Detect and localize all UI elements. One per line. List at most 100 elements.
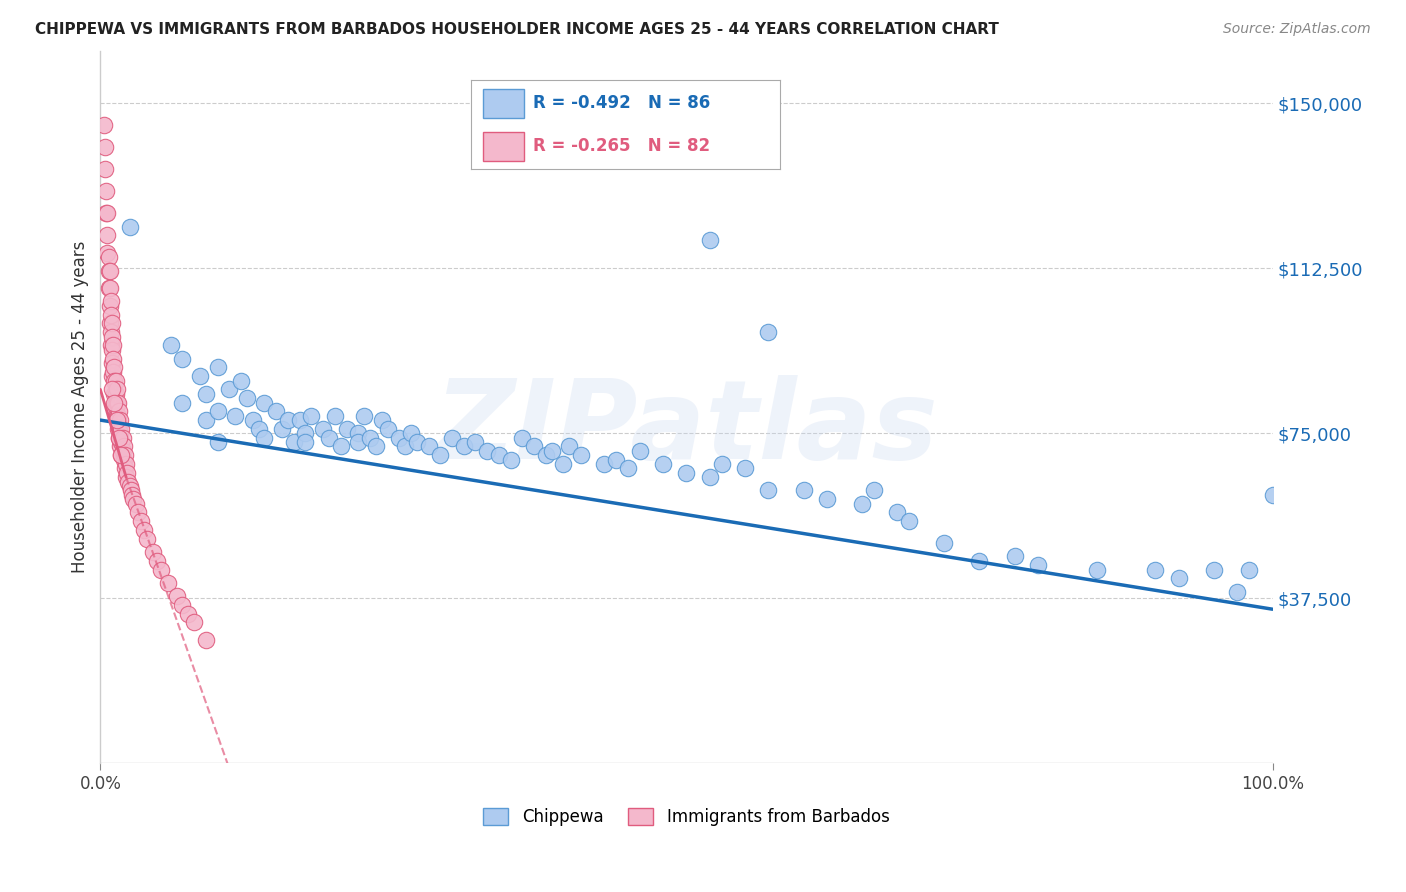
Point [96, 206, 118, 220]
Point [605, 452, 627, 467]
Point [100, 308, 122, 322]
Point [96, 185, 118, 199]
Point [150, 563, 173, 577]
Point [488, 448, 510, 462]
Point [98, 263, 121, 277]
Point [353, 409, 375, 423]
Point [108, 431, 131, 445]
Point [166, 589, 188, 603]
Point [475, 443, 498, 458]
Point [264, 404, 287, 418]
Point [183, 615, 205, 630]
Point [172, 351, 194, 366]
Point [117, 466, 139, 480]
Point [1237, 563, 1260, 577]
Point [172, 395, 194, 409]
Point [94, 162, 117, 177]
Point [105, 395, 128, 409]
Point [553, 457, 575, 471]
Point [96, 206, 118, 220]
Point [512, 431, 534, 445]
Point [335, 422, 357, 436]
Point [103, 374, 125, 388]
Point [107, 422, 129, 436]
Point [851, 497, 873, 511]
Point [118, 219, 141, 234]
Point [364, 440, 387, 454]
Point [394, 440, 416, 454]
Point [294, 426, 316, 441]
Point [96, 228, 118, 243]
Point [1144, 563, 1167, 577]
Point [103, 351, 125, 366]
Point [177, 607, 200, 621]
Point [699, 470, 721, 484]
Point [104, 400, 127, 414]
Point [127, 505, 149, 519]
Point [194, 632, 217, 647]
Text: R = -0.265   N = 82: R = -0.265 N = 82 [533, 137, 710, 155]
Point [969, 554, 991, 568]
Point [104, 386, 127, 401]
Point [793, 483, 815, 498]
Point [593, 457, 616, 471]
Point [105, 413, 128, 427]
Point [110, 440, 132, 454]
Point [323, 409, 346, 423]
Point [418, 440, 440, 454]
Point [229, 374, 252, 388]
Point [464, 435, 486, 450]
Point [934, 536, 956, 550]
Point [1167, 571, 1189, 585]
FancyBboxPatch shape [484, 89, 523, 118]
Point [1226, 584, 1249, 599]
Point [699, 233, 721, 247]
Point [675, 466, 697, 480]
Point [329, 440, 352, 454]
Point [107, 409, 129, 423]
Point [97, 263, 120, 277]
Point [110, 422, 132, 436]
Point [440, 431, 463, 445]
Point [558, 440, 581, 454]
Point [142, 545, 165, 559]
Point [405, 435, 427, 450]
Point [523, 440, 546, 454]
Text: R = -0.492   N = 86: R = -0.492 N = 86 [533, 95, 710, 112]
Point [131, 514, 153, 528]
Point [103, 400, 125, 414]
Point [98, 299, 121, 313]
Point [132, 523, 155, 537]
Point [105, 409, 128, 423]
Point [101, 329, 124, 343]
Point [111, 431, 134, 445]
Point [207, 435, 229, 450]
Point [710, 457, 733, 471]
Point [207, 360, 229, 375]
Text: CHIPPEWA VS IMMIGRANTS FROM BARBADOS HOUSEHOLDER INCOME AGES 25 - 44 YEARS CORRE: CHIPPEWA VS IMMIGRANTS FROM BARBADOS HOU… [35, 22, 1000, 37]
Text: ZIPatlas: ZIPatlas [434, 375, 938, 482]
Point [114, 461, 136, 475]
Point [98, 316, 121, 330]
Point [107, 395, 129, 409]
Point [429, 448, 451, 462]
Point [111, 443, 134, 458]
Point [388, 431, 411, 445]
Point [194, 413, 217, 427]
Point [453, 440, 475, 454]
Point [886, 505, 908, 519]
Point [100, 338, 122, 352]
Legend: Chippewa, Immigrants from Barbados: Chippewa, Immigrants from Barbados [484, 808, 890, 826]
Point [108, 431, 131, 445]
Point [101, 316, 124, 330]
Point [399, 426, 422, 441]
Point [172, 598, 194, 612]
Point [103, 386, 125, 401]
Point [359, 431, 381, 445]
Y-axis label: Householder Income Ages 25 - 44 years: Householder Income Ages 25 - 44 years [72, 241, 89, 573]
Point [118, 479, 141, 493]
Point [104, 374, 127, 388]
Point [318, 431, 340, 445]
Point [145, 554, 167, 568]
Point [121, 488, 143, 502]
